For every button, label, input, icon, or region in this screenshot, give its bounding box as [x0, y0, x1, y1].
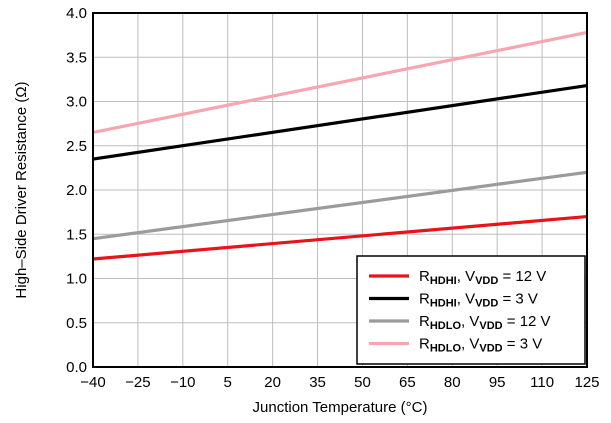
legend: RHDHI, VVDD = 12 V RHDHI, VVDD = 3 V RHDLO…	[356, 255, 586, 365]
series-line-hdlo_3	[92, 30, 588, 135]
x-tick-label: 125	[574, 374, 599, 391]
tick-labels: −40 −25 −10 5 20 35 50 65 80 95 110 125 0.0 0.5 1.0 1.5…	[66, 5, 599, 391]
y-tick-label: 3.5	[66, 49, 87, 66]
y-axis-label: High–Side Driver Resistance (Ω)	[13, 81, 30, 298]
x-tick-label: 110	[530, 374, 554, 391]
series-line-hdlo_12	[92, 170, 588, 241]
legend-label-hdlo_12: RHDLO, VVDD = 12 V	[419, 313, 551, 332]
x-tick-label: −25	[125, 374, 150, 391]
y-tick-label: 4.0	[66, 5, 87, 22]
x-tick-label: 20	[264, 374, 281, 391]
x-tick-label: −10	[170, 374, 195, 391]
x-tick-label: 65	[399, 374, 416, 391]
x-tick-label: −40	[80, 374, 105, 391]
series-line-hdhi_3	[92, 83, 588, 161]
grid	[92, 12, 588, 368]
legend-box	[356, 255, 586, 365]
legend-label-hdhi_3: RHDHI, VVDD = 3 V	[419, 291, 538, 310]
x-tick-label: 80	[444, 374, 461, 391]
y-tick-label: 0.5	[66, 315, 87, 332]
plot-frame	[92, 12, 588, 368]
y-tick-label: 2.0	[66, 182, 87, 199]
series-line-hdhi_12	[92, 214, 588, 261]
y-tick-label: 1.0	[66, 271, 87, 288]
y-tick-label: 3.0	[66, 94, 87, 111]
x-tick-label: 95	[489, 374, 506, 391]
y-tick-label: 1.5	[66, 226, 87, 243]
legend-label-hdlo_3: RHDLO, VVDD = 3 V	[419, 336, 542, 355]
x-tick-label: 5	[224, 374, 232, 391]
x-axis-label: Junction Temperature (°C)	[253, 399, 428, 416]
series-lines	[92, 30, 588, 261]
x-tick-label: 50	[354, 374, 371, 391]
legend-label-hdhi_12: RHDHI, VVDD = 12 V	[419, 268, 546, 287]
y-tick-label: 0.0	[66, 359, 87, 376]
y-tick-label: 2.5	[66, 138, 87, 155]
x-tick-label: 35	[309, 374, 326, 391]
